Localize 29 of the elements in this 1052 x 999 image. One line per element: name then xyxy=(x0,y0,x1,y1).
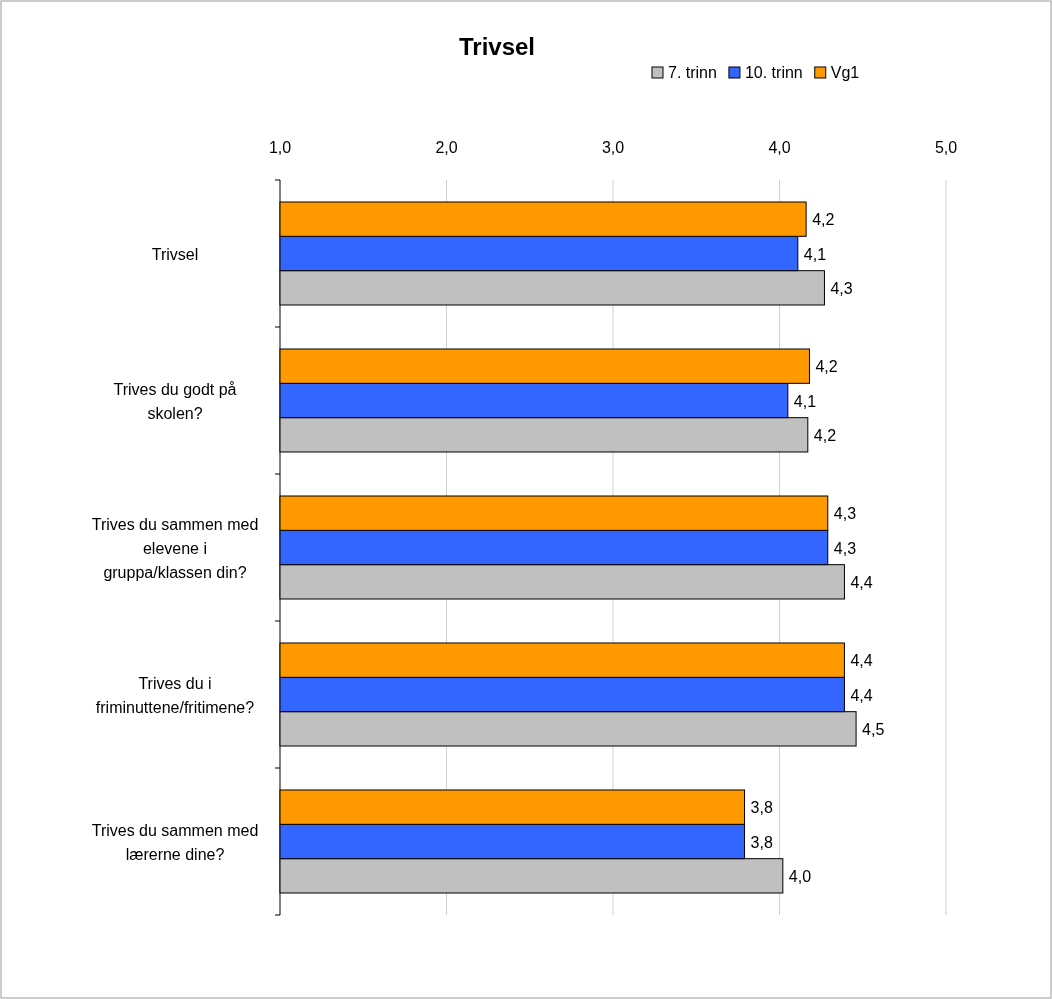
data-label: 4,2 xyxy=(813,426,837,444)
x-tick-label: 5,0 xyxy=(934,139,958,156)
data-label: 3,8 xyxy=(750,833,773,851)
x-tick-label: 3,0 xyxy=(601,139,625,156)
data-label: 4,5 xyxy=(862,720,885,738)
data-label: 4,3 xyxy=(833,505,857,523)
chart-title: Trivsel xyxy=(458,33,536,60)
data-label: 4,1 xyxy=(803,245,827,263)
data-label: 3,8 xyxy=(750,799,773,817)
y-tick-label: Trives du sammen med lærerne dine? xyxy=(91,821,259,863)
legend-label: 10. trinn xyxy=(744,64,803,81)
legend-label: Vg1 xyxy=(830,64,860,81)
data-label: 4,1 xyxy=(793,392,817,410)
y-tick-label: Trives du i friminuttene/fritimene? xyxy=(95,674,255,716)
data-label: 4,4 xyxy=(850,573,873,591)
x-tick-label: 4,0 xyxy=(768,139,791,156)
data-label: 4,3 xyxy=(833,539,857,557)
y-tick-label: Trivsel xyxy=(151,245,199,263)
data-label: 4,4 xyxy=(850,686,873,704)
data-label: 4,3 xyxy=(830,279,853,297)
legend-label: 7. trinn xyxy=(668,64,717,81)
x-tick-label: 1,0 xyxy=(268,139,292,156)
y-tick-label: Trives du godt på skolen? xyxy=(113,380,237,422)
data-label: 4,2 xyxy=(815,358,838,376)
data-label: 4,4 xyxy=(850,652,873,670)
data-label: 4,0 xyxy=(788,867,812,885)
x-tick-label: 2,0 xyxy=(435,139,458,156)
y-tick-label: Trives du sammen med elevene i gruppa/klassen din? xyxy=(91,515,259,581)
data-label: 4,2 xyxy=(812,211,835,229)
